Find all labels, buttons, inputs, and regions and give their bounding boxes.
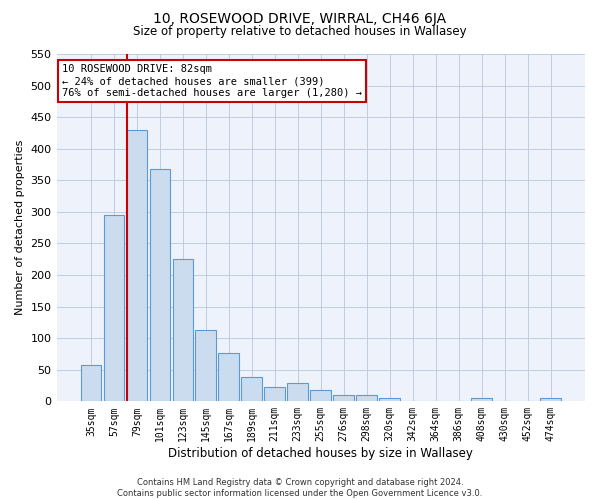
Bar <box>334 395 354 402</box>
X-axis label: Distribution of detached houses by size in Wallasey: Distribution of detached houses by size … <box>169 447 473 460</box>
Bar <box>287 383 308 402</box>
Bar <box>472 398 492 402</box>
Bar <box>265 388 285 402</box>
Bar <box>379 398 400 402</box>
Bar <box>241 378 262 402</box>
Bar <box>127 130 147 402</box>
Text: 10 ROSEWOOD DRIVE: 82sqm
← 24% of detached houses are smaller (399)
76% of semi-: 10 ROSEWOOD DRIVE: 82sqm ← 24% of detach… <box>62 64 362 98</box>
Bar <box>149 169 170 402</box>
Bar <box>356 395 377 402</box>
Bar <box>196 330 216 402</box>
Bar <box>540 398 561 402</box>
Bar <box>173 259 193 402</box>
Bar <box>80 366 101 402</box>
Bar <box>310 390 331 402</box>
Text: 10, ROSEWOOD DRIVE, WIRRAL, CH46 6JA: 10, ROSEWOOD DRIVE, WIRRAL, CH46 6JA <box>154 12 446 26</box>
Bar <box>104 215 124 402</box>
Text: Contains HM Land Registry data © Crown copyright and database right 2024.
Contai: Contains HM Land Registry data © Crown c… <box>118 478 482 498</box>
Text: Size of property relative to detached houses in Wallasey: Size of property relative to detached ho… <box>133 25 467 38</box>
Bar <box>218 354 239 402</box>
Y-axis label: Number of detached properties: Number of detached properties <box>15 140 25 316</box>
